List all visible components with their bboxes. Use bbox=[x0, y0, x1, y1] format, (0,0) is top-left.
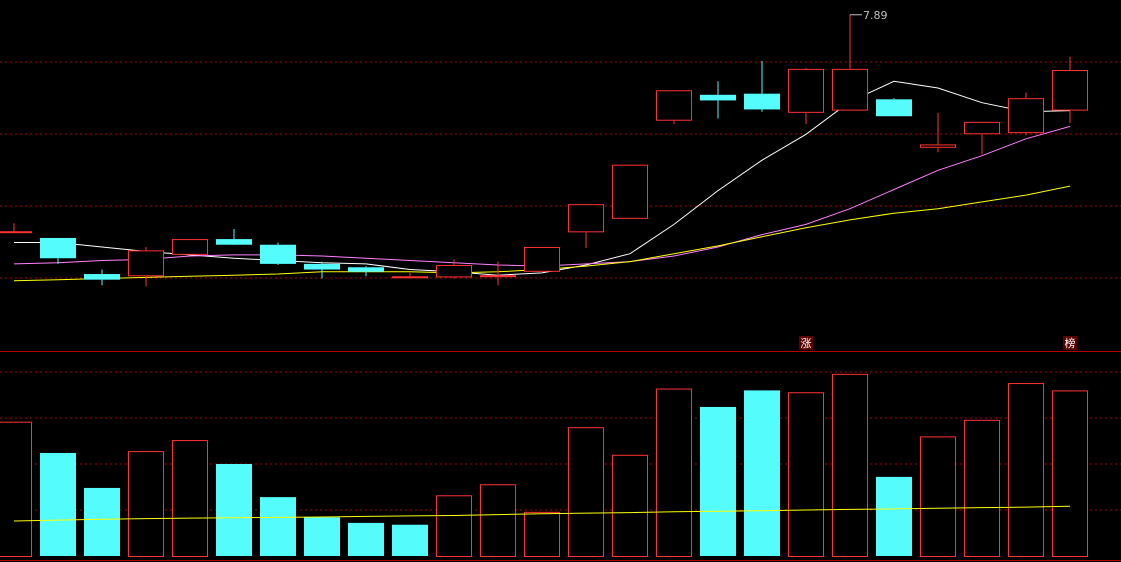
volume-bar-11 bbox=[480, 484, 516, 557]
volume-bar-12 bbox=[524, 511, 560, 558]
candle-body-0 bbox=[0, 231, 32, 234]
volume-bar-22 bbox=[964, 419, 1000, 557]
candle-body-4 bbox=[172, 239, 208, 255]
candle-body-22 bbox=[964, 121, 1000, 135]
candle-body-11 bbox=[480, 275, 516, 278]
volume-bar-24 bbox=[1052, 390, 1088, 557]
candle-body-9 bbox=[392, 276, 428, 279]
ma5-line bbox=[14, 80, 1071, 276]
volume-bar-19 bbox=[832, 373, 868, 557]
volume-bar-20 bbox=[876, 476, 912, 556]
candle-body-21 bbox=[920, 144, 956, 148]
marker-label-1: 榜 bbox=[1065, 336, 1076, 350]
candle-body-13 bbox=[568, 204, 604, 233]
volume-bar-5 bbox=[216, 464, 252, 556]
volume-bar-13 bbox=[568, 427, 604, 558]
candle-body-18 bbox=[788, 68, 824, 113]
peak-price-label: 7.89 bbox=[863, 9, 888, 22]
volume-bar-6 bbox=[260, 497, 296, 556]
candle-body-23 bbox=[1008, 98, 1044, 134]
candle-body-16 bbox=[700, 94, 736, 101]
volume-bar-21 bbox=[920, 436, 956, 557]
candle-body-7 bbox=[304, 263, 340, 270]
candle-body-2 bbox=[84, 274, 120, 280]
volume-bar-4 bbox=[172, 440, 208, 557]
candle-body-15 bbox=[656, 90, 692, 121]
candle-body-8 bbox=[348, 267, 384, 272]
volume-bar-14 bbox=[612, 454, 648, 557]
volume-ma-line bbox=[13, 505, 1071, 522]
volume-bar-17 bbox=[744, 390, 780, 556]
candle-body-5 bbox=[216, 239, 252, 245]
marker-label-0: 涨 bbox=[801, 337, 812, 350]
volume-bar-3 bbox=[128, 451, 164, 557]
candle-body-19 bbox=[832, 68, 868, 111]
marker-bg-1 bbox=[1063, 336, 1077, 350]
volume-bar-2 bbox=[84, 487, 120, 556]
volume-bar-9 bbox=[392, 524, 428, 556]
candle-body-20 bbox=[876, 99, 912, 117]
volume-bar-23 bbox=[1008, 383, 1044, 558]
marker-bg-0 bbox=[799, 336, 813, 350]
candle-body-14 bbox=[612, 164, 648, 219]
candle-body-12 bbox=[524, 246, 560, 272]
volume-bar-18 bbox=[788, 392, 824, 557]
candle-body-17 bbox=[744, 93, 780, 110]
candle-body-10 bbox=[436, 265, 472, 278]
candle-body-24 bbox=[1052, 70, 1088, 111]
candle-body-1 bbox=[40, 237, 76, 259]
volume-bar-10 bbox=[436, 495, 472, 557]
candle-body-3 bbox=[128, 250, 164, 277]
candle-body-6 bbox=[260, 244, 296, 264]
volume-bar-8 bbox=[348, 522, 384, 556]
volume-bar-1 bbox=[40, 452, 76, 556]
volume-bar-7 bbox=[304, 517, 340, 556]
volume-bar-16 bbox=[700, 406, 736, 556]
volume-bar-15 bbox=[656, 388, 692, 557]
volume-bar-0 bbox=[0, 421, 32, 557]
